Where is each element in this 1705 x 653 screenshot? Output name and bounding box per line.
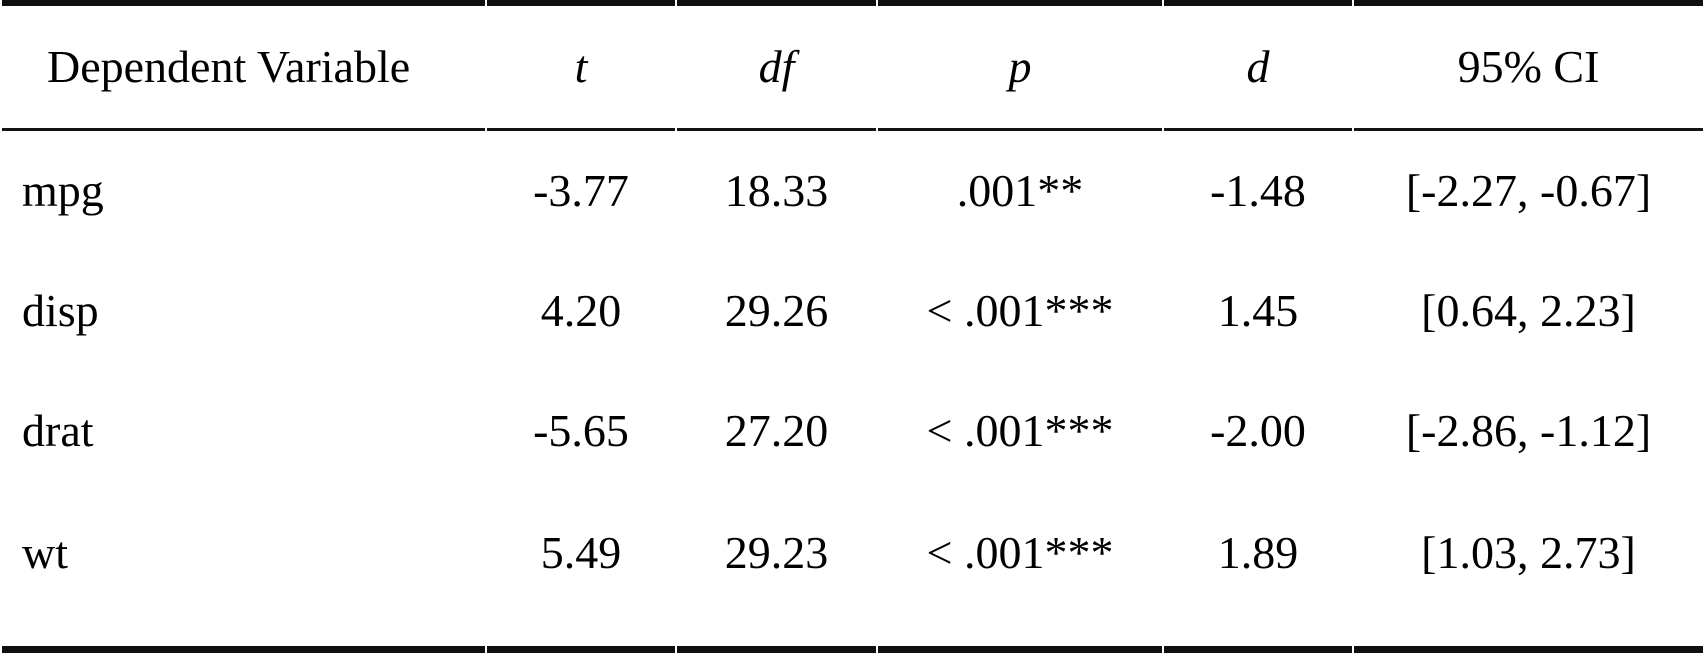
table-body: mpg -3.77 18.33 .001** -1.48 [-2.27, -0.…	[2, 131, 1703, 653]
cell-p-value: .001**	[956, 164, 1084, 216]
cell-dependent-variable: wt	[2, 491, 485, 653]
cell-p-value: < .001***	[878, 491, 1162, 653]
column-header-d: d	[1164, 0, 1352, 131]
column-header-dependent-variable: Dependent Variable	[2, 0, 485, 131]
cell-dependent-variable: disp	[22, 284, 99, 336]
cell-d-value: -2.00	[1210, 404, 1306, 456]
table-header: Dependent Variable t df p d 95% CI	[2, 0, 1703, 131]
cell-d-value: -1.48	[1210, 164, 1306, 216]
column-header-df: df	[677, 0, 876, 131]
cell-ci-value: [0.64, 2.23]	[1421, 284, 1636, 336]
cell-p-value: < .001***	[926, 404, 1114, 456]
cell-d-value: 1.45	[1217, 284, 1299, 336]
cell-ci-value: [-2.86, -1.12]	[1405, 404, 1652, 456]
cell-dependent-variable: mpg	[22, 164, 104, 216]
cell-p-value: < .001***	[926, 284, 1114, 336]
column-header-ci: 95% CI	[1354, 0, 1703, 131]
cell-ci-value: [1.03, 2.73]	[1354, 491, 1703, 653]
cell-t-value: -3.77	[533, 164, 629, 216]
cell-df-value: 29.26	[724, 284, 829, 336]
cell-ci-value: [-2.27, -0.67]	[1405, 164, 1652, 216]
cell-df-value: 27.20	[724, 404, 829, 456]
column-header-p: p	[878, 0, 1162, 131]
column-header-t: t	[487, 0, 675, 131]
table-row: mpg -3.77 18.33 .001** -1.48 [-2.27, -0.…	[2, 131, 1703, 251]
cell-df-value: 29.23	[677, 491, 876, 653]
table-row: wt 5.49 29.23 < .001*** 1.89 [1.03, 2.73…	[2, 491, 1703, 653]
cell-df-value: 18.33	[724, 164, 829, 216]
table-row: drat -5.65 27.20 < .001*** -2.00 [-2.86,…	[2, 371, 1703, 491]
cell-dependent-variable: drat	[22, 404, 94, 456]
cell-t-value: 4.20	[540, 284, 622, 336]
table-row: disp 4.20 29.26 < .001*** 1.45 [0.64, 2.…	[2, 251, 1703, 371]
cell-t-value: -5.65	[533, 404, 629, 456]
cell-d-value: 1.89	[1164, 491, 1352, 653]
cell-t-value: 5.49	[487, 491, 675, 653]
header-row: Dependent Variable t df p d 95% CI	[2, 0, 1703, 131]
